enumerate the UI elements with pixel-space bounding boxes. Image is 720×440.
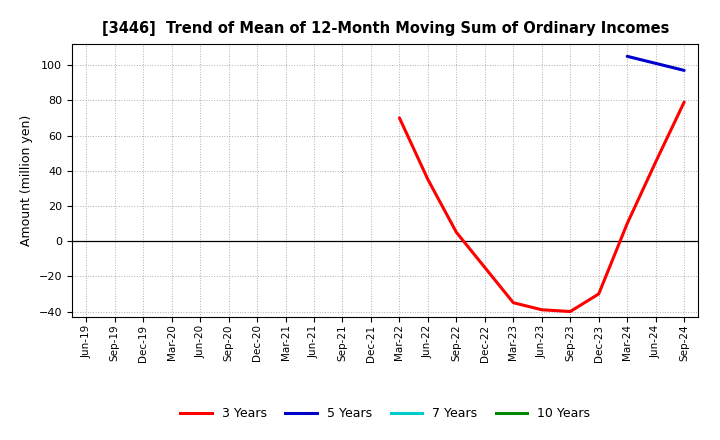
Legend: 3 Years, 5 Years, 7 Years, 10 Years: 3 Years, 5 Years, 7 Years, 10 Years (176, 402, 595, 425)
Title: [3446]  Trend of Mean of 12-Month Moving Sum of Ordinary Incomes: [3446] Trend of Mean of 12-Month Moving … (102, 21, 669, 36)
Y-axis label: Amount (million yen): Amount (million yen) (20, 115, 33, 246)
